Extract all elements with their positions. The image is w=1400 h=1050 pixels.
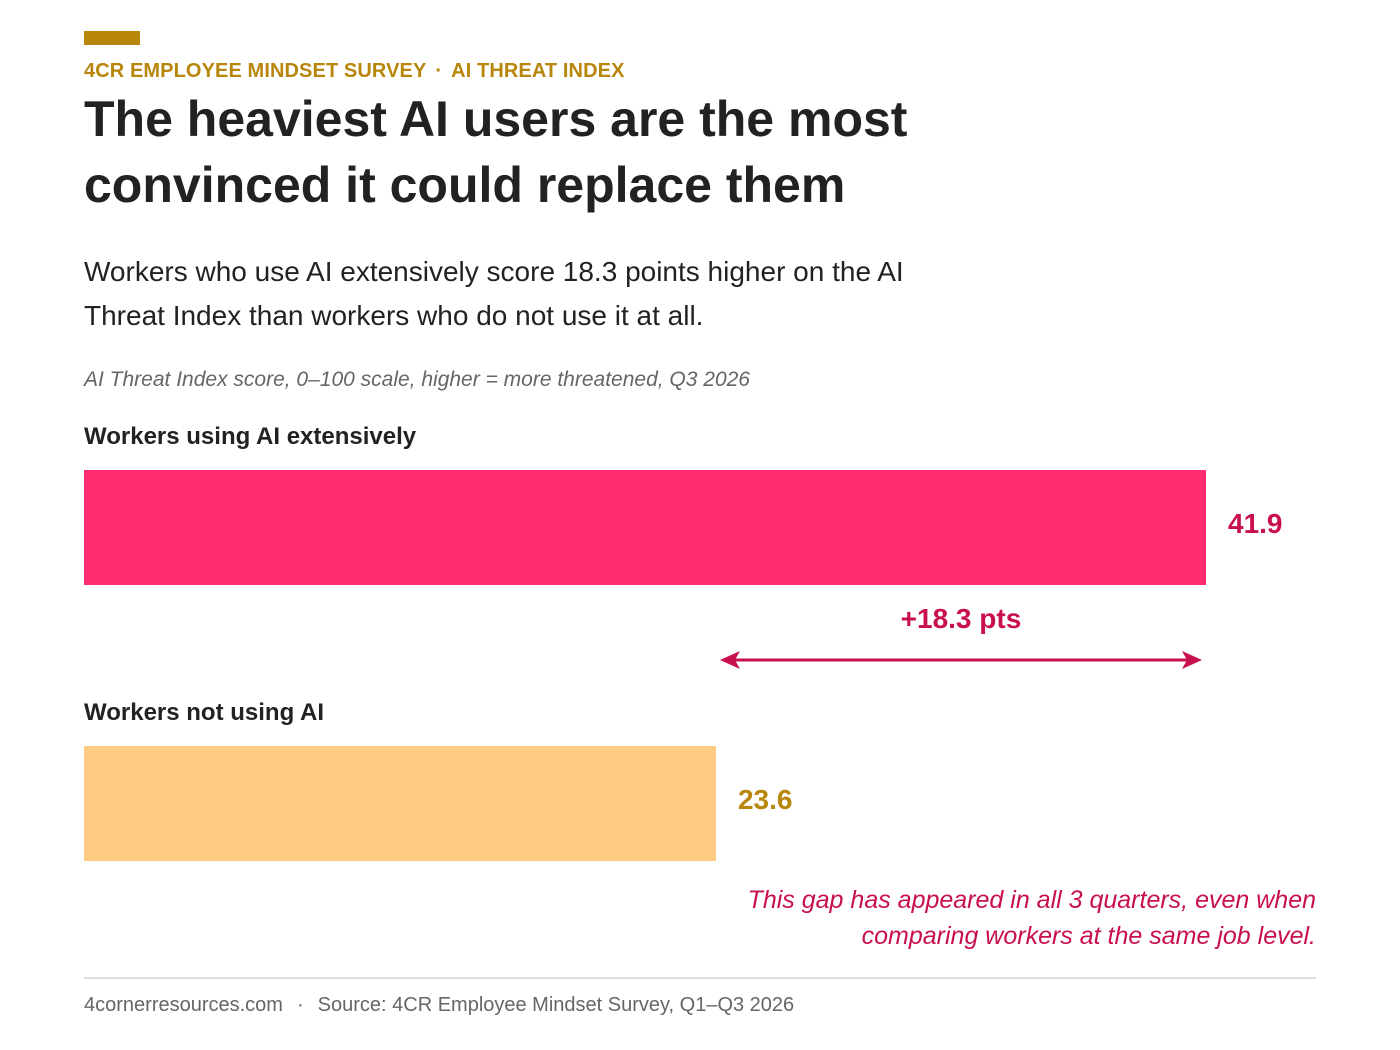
bar-extensive bbox=[84, 470, 1206, 585]
footer-separator: · bbox=[296, 994, 304, 1016]
kicker-index-name: AI THREAT INDEX bbox=[451, 60, 625, 82]
bar-value-extensive: 41.9 bbox=[1228, 508, 1283, 539]
difference-label: +18.3 pts bbox=[900, 603, 1022, 634]
accent-rule bbox=[84, 31, 140, 45]
difference-arrow-left-head bbox=[719, 651, 740, 669]
bar-none bbox=[84, 746, 716, 861]
gap-annotation: This gap has appeared in all 3 quarters,… bbox=[747, 886, 1316, 950]
footer-site: 4cornerresources.com bbox=[84, 994, 283, 1016]
bar-value-none: 23.6 bbox=[737, 784, 793, 815]
kicker: 4CR EMPLOYEE MINDSET SURVEY · AI THREAT IN… bbox=[84, 60, 625, 83]
difference-arrow-right-head bbox=[1182, 651, 1202, 669]
chart-subtitle: Workers who use AI extensively score 18.… bbox=[84, 256, 904, 331]
bar-label-none: Workers not using AI bbox=[84, 699, 325, 726]
footer-source: Source: 4CR Employee Mindset Survey, Q1–… bbox=[317, 994, 795, 1016]
chart-title: The heaviest AI users are the most convi… bbox=[84, 91, 908, 213]
kicker-survey-name: 4CR EMPLOYEE MINDSET SURVEY bbox=[84, 60, 427, 82]
footer-divider bbox=[84, 977, 1316, 979]
difference-arrow bbox=[719, 651, 1202, 669]
footer: 4cornerresources.com · Source: 4CR Employe… bbox=[84, 994, 794, 1017]
kicker-separator: · bbox=[435, 60, 443, 82]
bar-label-extensive: Workers using AI extensively bbox=[84, 423, 417, 450]
scale-note: AI Threat Index score, 0–100 scale, high… bbox=[84, 368, 750, 391]
